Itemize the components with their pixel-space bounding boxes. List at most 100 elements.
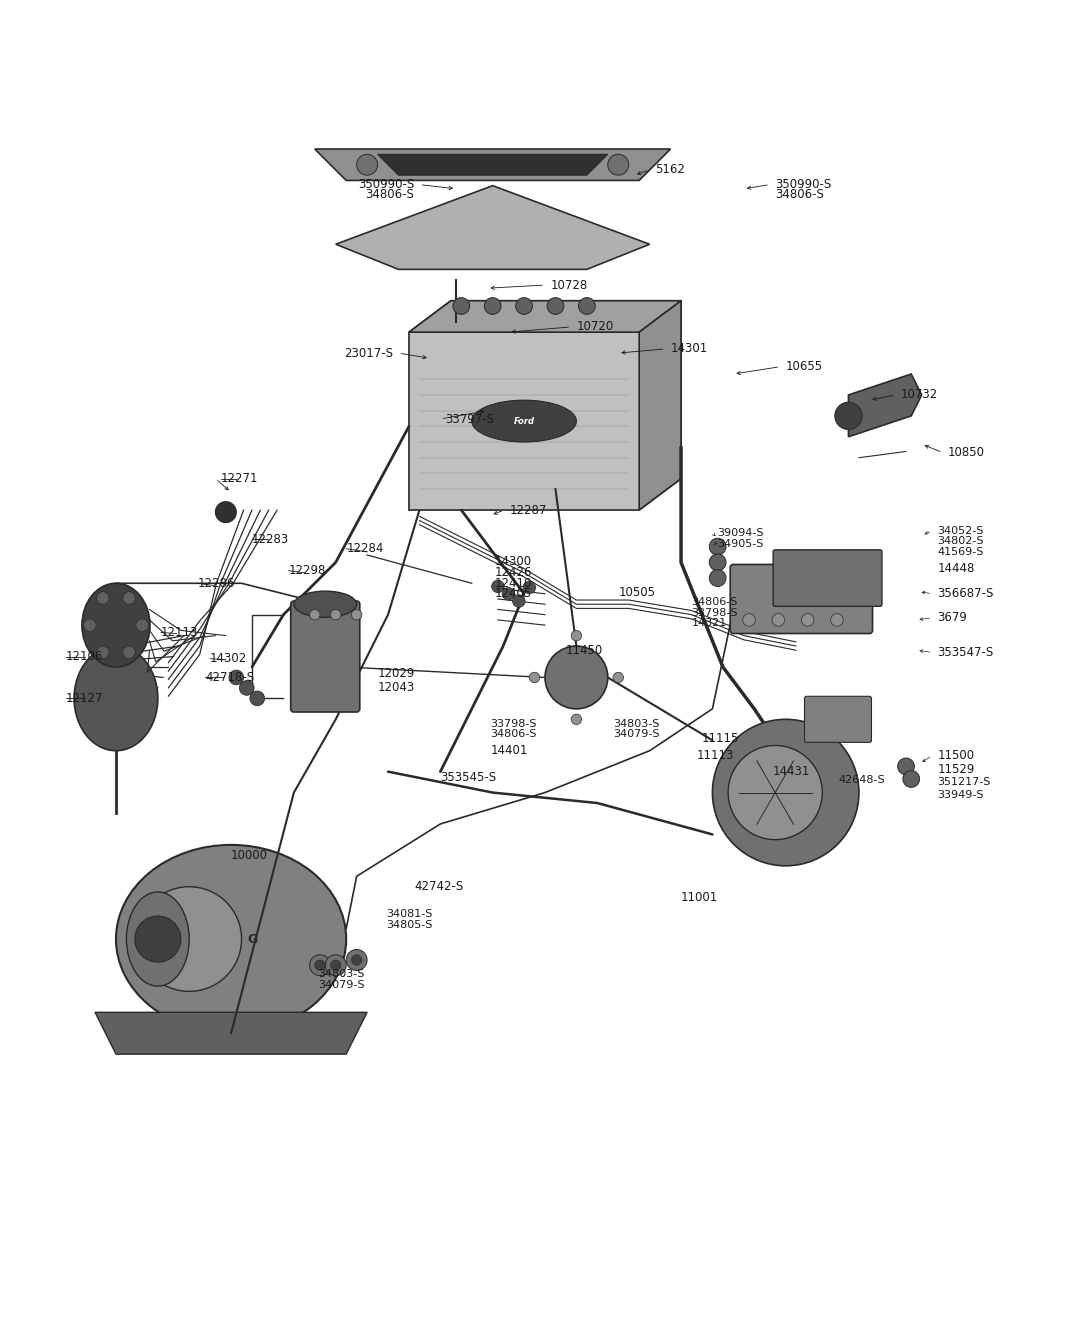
Circle shape [330, 610, 341, 620]
Text: 42742-S: 42742-S [414, 880, 463, 894]
Text: 10728: 10728 [550, 279, 588, 292]
Text: 33949-S: 33949-S [937, 790, 984, 799]
Text: 34079-S: 34079-S [318, 980, 364, 990]
Text: 42648-S: 42648-S [838, 775, 885, 784]
Ellipse shape [728, 746, 822, 839]
Circle shape [710, 554, 726, 571]
Text: 34805-S: 34805-S [386, 920, 433, 930]
Text: 34081-S: 34081-S [386, 908, 433, 919]
Circle shape [608, 155, 629, 175]
Circle shape [710, 570, 726, 587]
Text: 11450: 11450 [566, 644, 603, 656]
FancyBboxPatch shape [730, 564, 872, 634]
FancyBboxPatch shape [773, 550, 882, 607]
Circle shape [216, 502, 237, 523]
Text: 12271: 12271 [220, 472, 258, 486]
Text: 12127: 12127 [65, 692, 104, 704]
Circle shape [123, 646, 135, 659]
Text: 11001: 11001 [681, 891, 718, 903]
Polygon shape [95, 1013, 367, 1054]
Circle shape [903, 771, 920, 787]
Text: 11113: 11113 [697, 750, 734, 763]
FancyBboxPatch shape [291, 602, 360, 712]
Text: 12284: 12284 [347, 542, 384, 555]
Circle shape [347, 950, 367, 970]
Circle shape [325, 955, 347, 975]
Circle shape [310, 955, 330, 975]
Text: 34079-S: 34079-S [613, 728, 659, 739]
Text: 12029: 12029 [377, 667, 415, 680]
Circle shape [571, 714, 582, 724]
Circle shape [97, 646, 109, 659]
Polygon shape [315, 149, 670, 180]
Circle shape [84, 619, 96, 631]
Text: 350990-S: 350990-S [358, 179, 414, 191]
Ellipse shape [137, 887, 242, 991]
Circle shape [512, 595, 525, 607]
Text: 14300: 14300 [495, 555, 532, 568]
Text: 10505: 10505 [618, 586, 655, 599]
Text: 12106: 12106 [65, 650, 104, 663]
Text: 34905-S: 34905-S [717, 539, 764, 548]
Polygon shape [639, 300, 681, 510]
Ellipse shape [126, 892, 190, 986]
Circle shape [898, 758, 915, 775]
Circle shape [330, 960, 341, 970]
Text: 33798-S: 33798-S [691, 607, 738, 618]
Text: 42718-S: 42718-S [205, 671, 254, 684]
Circle shape [250, 691, 265, 706]
Circle shape [136, 619, 148, 631]
Circle shape [484, 297, 501, 315]
Circle shape [710, 539, 726, 555]
Text: 14321: 14321 [691, 618, 727, 628]
Text: 353545-S: 353545-S [440, 771, 496, 784]
Text: 34803-S: 34803-S [613, 719, 659, 728]
Text: 34806-S: 34806-S [775, 188, 824, 200]
Text: 41569-S: 41569-S [937, 547, 984, 556]
Text: 5162: 5162 [655, 164, 685, 176]
Circle shape [492, 580, 505, 592]
Ellipse shape [74, 646, 158, 751]
Text: 12113: 12113 [161, 626, 198, 639]
Circle shape [516, 297, 532, 315]
Text: 351217-S: 351217-S [937, 778, 991, 787]
Circle shape [97, 592, 109, 604]
Ellipse shape [82, 583, 150, 667]
Text: 34802-S: 34802-S [937, 536, 984, 547]
Polygon shape [409, 300, 681, 332]
Text: 33797-S: 33797-S [446, 412, 495, 426]
Circle shape [742, 614, 755, 626]
Text: 34052-S: 34052-S [937, 526, 984, 536]
Text: 14401: 14401 [490, 744, 528, 758]
Text: 350990-S: 350990-S [775, 179, 832, 191]
Text: 14448: 14448 [937, 562, 974, 575]
Circle shape [123, 592, 135, 604]
Polygon shape [409, 300, 681, 510]
Text: 10732: 10732 [900, 388, 938, 402]
Text: 353547-S: 353547-S [937, 646, 994, 659]
Text: Ford: Ford [513, 416, 534, 426]
Circle shape [502, 587, 514, 600]
Text: 11529: 11529 [937, 763, 974, 776]
Text: 34806-S: 34806-S [691, 598, 738, 607]
Text: 12298: 12298 [289, 564, 326, 578]
Circle shape [831, 614, 844, 626]
Ellipse shape [713, 719, 859, 866]
Text: 34806-S: 34806-S [490, 728, 537, 739]
Circle shape [315, 960, 325, 970]
Text: 12405: 12405 [495, 587, 532, 600]
Circle shape [351, 610, 362, 620]
Text: 12426: 12426 [495, 567, 532, 579]
Text: 12043: 12043 [377, 682, 415, 695]
Text: 11500: 11500 [937, 750, 974, 763]
FancyBboxPatch shape [804, 696, 872, 742]
Circle shape [835, 403, 862, 430]
Circle shape [772, 614, 785, 626]
Circle shape [240, 680, 254, 695]
Text: 12410: 12410 [495, 576, 532, 590]
Circle shape [613, 672, 623, 683]
Ellipse shape [116, 844, 347, 1034]
Text: 34803-S: 34803-S [318, 968, 364, 979]
Text: 23017-S: 23017-S [344, 347, 393, 360]
Ellipse shape [294, 591, 356, 618]
